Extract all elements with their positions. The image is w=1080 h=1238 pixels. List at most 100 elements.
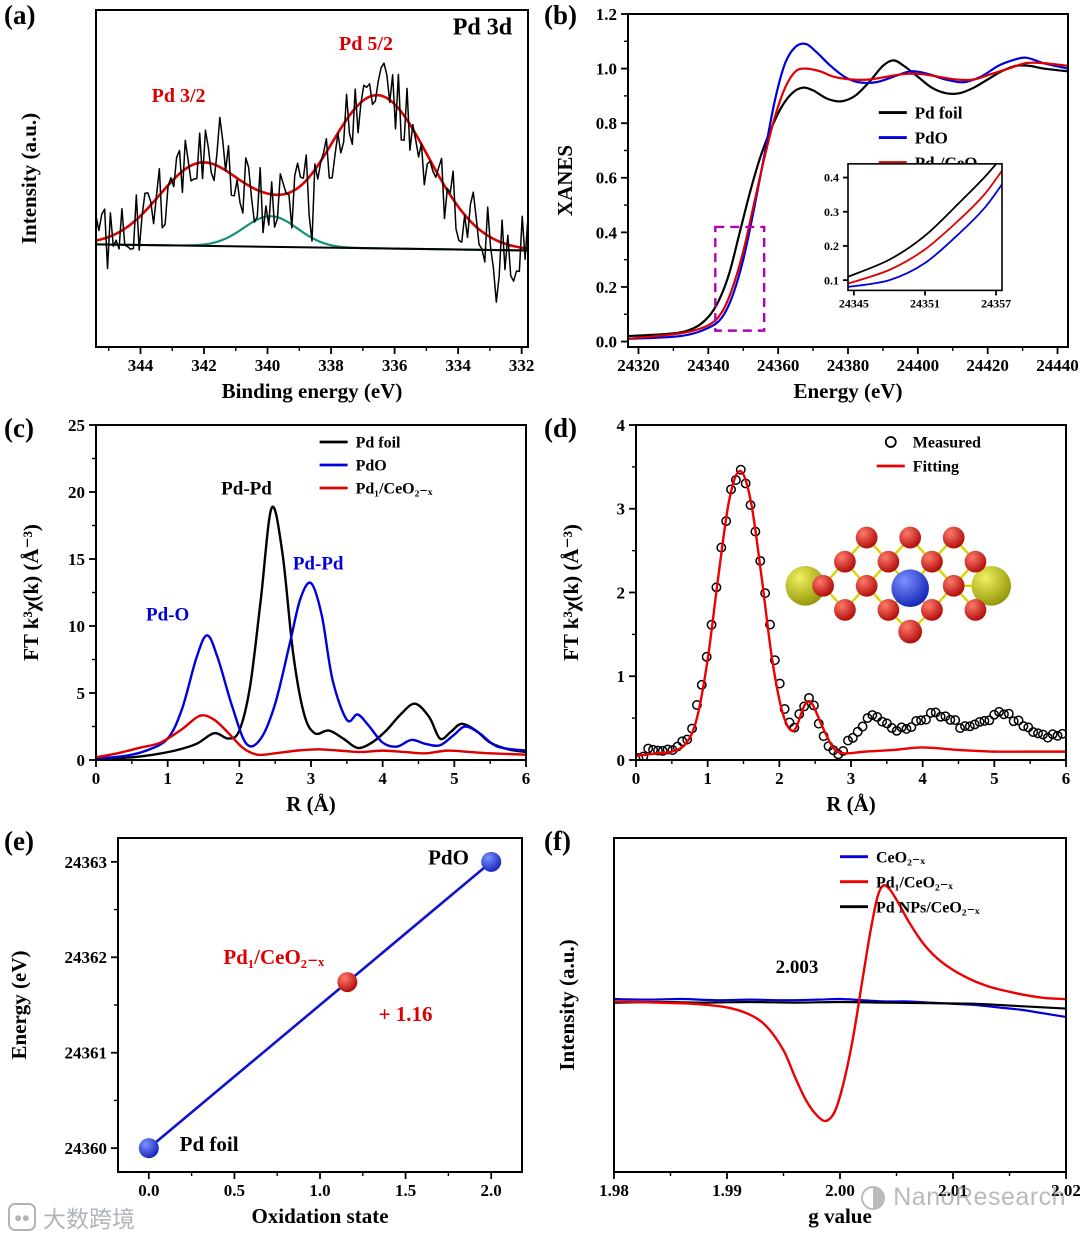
svg-text:2: 2 [775, 769, 784, 788]
watermark-right-text: NanoResearch [893, 1183, 1066, 1211]
axes: 0 1 2 3 4 5 6 0 5 10 15 20 25 R (Å) FT k³χ(k) (Å⁻³) [19, 416, 530, 816]
svg-text:344: 344 [128, 356, 154, 375]
svg-text:4: 4 [617, 416, 626, 435]
data-point-sphere [138, 1138, 159, 1159]
series-group [628, 42, 1068, 340]
panel-label-f: (f) [544, 826, 571, 856]
oxidation-state-chart: 0.0 0.5 1.0 1.5 2.0 24360 24361 24362 24363 Oxida… [7, 837, 523, 1228]
axes: 24320 24340 24360 24380 24400 24420 24440 0.0 0.… [553, 5, 1079, 403]
panel-label-d: (d) [544, 413, 577, 443]
svg-text:0.2: 0.2 [824, 239, 839, 253]
svg-text:Pd 3/2: Pd 3/2 [152, 85, 206, 107]
svg-text:1.0: 1.0 [596, 60, 617, 79]
panel-d: (d) 0 1 2 3 4 5 6 0 1 2 3 4 R (Å) FT k³χ(k) (Å⁻³) Meas… [540, 413, 1080, 826]
svg-text:1: 1 [617, 667, 626, 686]
plot-border [95, 9, 529, 348]
legend: CeO₂₋ₓ Pd₁/CeO₂₋ₓ Pd NPs/CeO₂₋ₓ [840, 849, 980, 916]
svg-text:R (Å): R (Å) [286, 792, 336, 816]
svg-text:0: 0 [617, 751, 626, 770]
svg-text:FT k³χ(k) (Å⁻³): FT k³χ(k) (Å⁻³) [19, 524, 43, 661]
svg-text:3: 3 [617, 500, 626, 519]
svg-text:24440: 24440 [1036, 356, 1079, 375]
series-group [96, 62, 528, 303]
axes: 0 1 2 3 4 5 6 0 1 2 3 4 R (Å) FT k³χ(k) (Å⁻³) [559, 416, 1070, 816]
series-fitting [636, 469, 1066, 758]
svg-text:0.5: 0.5 [224, 1181, 245, 1200]
svg-text:0.0: 0.0 [596, 332, 617, 351]
svg-text:15: 15 [68, 550, 85, 569]
svg-text:Pd₁/CeO₂₋ₓ: Pd₁/CeO₂₋ₓ [223, 945, 325, 969]
svg-text:Energy (eV): Energy (eV) [7, 950, 31, 1059]
series-pdo-inset [848, 183, 1002, 288]
series-pdo [96, 581, 526, 760]
svg-text:Pd foil: Pd foil [356, 435, 401, 452]
svg-text:Pd 3d: Pd 3d [453, 15, 513, 41]
data-point-sphere [481, 851, 502, 872]
svg-text:Pd₁/CeO₂₋ₓ: Pd₁/CeO₂₋ₓ [356, 481, 433, 498]
svg-text:Pd NPs/CeO₂₋ₓ: Pd NPs/CeO₂₋ₓ [876, 899, 980, 916]
series-pd-foil [96, 505, 526, 760]
axes: 24345 24351 24357 0.1 0.2 0.3 0.4 [824, 171, 1011, 311]
svg-text:Pd-Pd: Pd-Pd [221, 479, 272, 500]
svg-text:0.6: 0.6 [596, 169, 617, 188]
svg-text:PdO: PdO [356, 458, 387, 475]
series-calibration-line [147, 860, 493, 1150]
svg-text:R (Å): R (Å) [826, 792, 876, 816]
svg-text:24420: 24420 [966, 356, 1009, 375]
panel-label-a: (a) [4, 0, 36, 30]
svg-text:6: 6 [1062, 769, 1071, 788]
panel-b: (b) 24320 24340 24360 24380 24400 24420 24440 0… [540, 0, 1080, 413]
svg-text:24345: 24345 [839, 296, 869, 310]
series-pd1-inset [848, 169, 1002, 285]
axes: 0.0 0.5 1.0 1.5 2.0 24360 24361 24362 24363 Oxida… [7, 853, 502, 1228]
svg-text:2: 2 [617, 583, 626, 602]
svg-text:24362: 24362 [65, 948, 108, 967]
xanes-chart: 24320 24340 24360 24380 24400 24420 24440 0.0 0.… [553, 5, 1079, 403]
svg-text:4: 4 [378, 769, 387, 788]
series-pdo [628, 42, 1068, 340]
svg-text:Pd 5/2: Pd 5/2 [339, 33, 393, 55]
svg-text:340: 340 [255, 356, 281, 375]
exafs-fitting-chart: 0 1 2 3 4 5 6 0 1 2 3 4 R (Å) FT k³χ(k) (Å⁻³) Measured… [559, 416, 1070, 816]
svg-text:5: 5 [450, 769, 459, 788]
svg-text:3: 3 [307, 769, 316, 788]
svg-text:PdO: PdO [915, 129, 948, 148]
svg-text:Binding energy (eV): Binding energy (eV) [222, 379, 403, 403]
svg-text:0.1: 0.1 [824, 273, 839, 287]
svg-text:3: 3 [847, 769, 856, 788]
svg-text:25: 25 [68, 416, 85, 435]
svg-text:332: 332 [509, 356, 535, 375]
chart-c: 0 1 2 3 4 5 6 0 5 10 15 20 25 R (Å) FT k³χ(k) (Å⁻³) Pd-… [19, 416, 530, 816]
svg-text:338: 338 [318, 356, 344, 375]
series-group [636, 464, 1066, 760]
series-group [614, 884, 1066, 1123]
logo-eyes-icon [8, 1203, 36, 1231]
svg-text:1.0: 1.0 [309, 1181, 330, 1200]
chart-e: 0.0 0.5 1.0 1.5 2.0 24360 24361 24362 24363 Oxida… [7, 837, 523, 1228]
svg-text:24357: 24357 [981, 296, 1011, 310]
panel-f: (f) 1.98 1.99 2.00 2.01 2.02 g value Intensity… [540, 826, 1080, 1238]
svg-text:4: 4 [918, 769, 927, 788]
svg-text:Pd foil: Pd foil [180, 1132, 239, 1156]
series-measured-spectrum [96, 62, 528, 303]
watermark-right: NanoResearch [861, 1183, 1066, 1212]
data-point-sphere [337, 972, 358, 993]
axes: 1.98 1.99 2.00 2.01 2.02 g value Intensity (a.… [555, 939, 1080, 1228]
svg-text:Energy (eV): Energy (eV) [793, 379, 902, 403]
panel-e: (e) 0.0 0.5 1.0 1.5 2.0 24360 24361 24362 24363 O… [0, 826, 540, 1238]
svg-text:0: 0 [92, 769, 101, 788]
svg-text:342: 342 [191, 356, 217, 375]
svg-text:PdO: PdO [428, 846, 469, 870]
series-group [147, 860, 493, 1150]
svg-text:2.0: 2.0 [481, 1181, 502, 1200]
svg-text:1.99: 1.99 [712, 1181, 742, 1200]
chart-b: 24320 24340 24360 24380 24400 24420 24440 0.0 0.… [553, 5, 1079, 403]
svg-text:0.0: 0.0 [138, 1181, 159, 1200]
svg-text:0.4: 0.4 [596, 223, 618, 242]
panel-label-e: (e) [4, 826, 34, 856]
xps-pd3d-chart: 344 342 340 338 336 334 332 Binding energy (eV)… [17, 9, 535, 403]
watermark-left-text: 大数跨境 [43, 1207, 135, 1233]
svg-text:g value: g value [808, 1204, 872, 1228]
svg-text:XANES: XANES [553, 145, 577, 216]
